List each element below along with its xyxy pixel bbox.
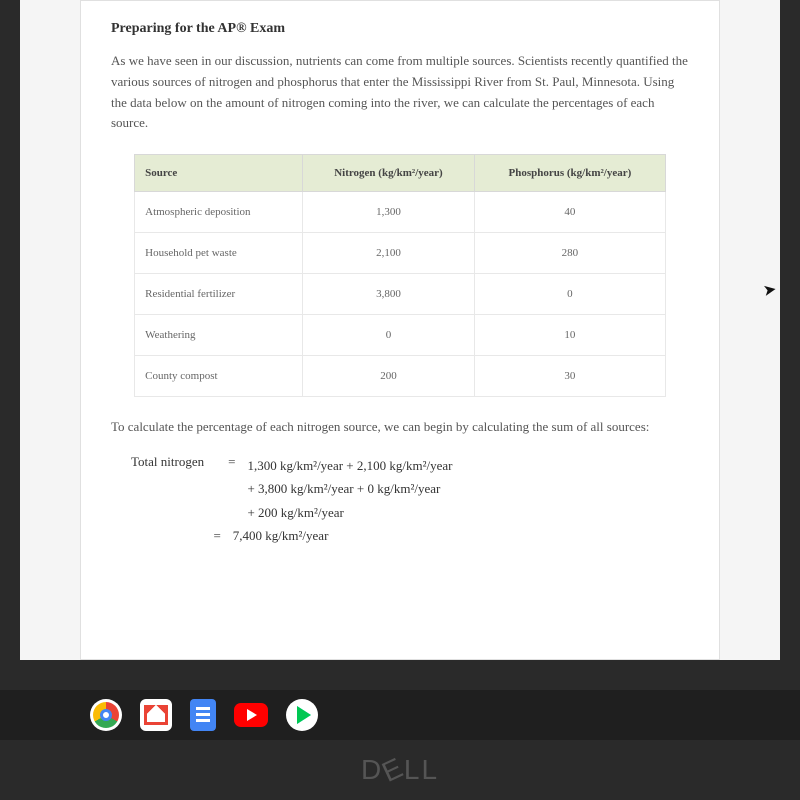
total-nitrogen-equation: Total nitrogen = 1,300 kg/km²/year + 2,1… [131,454,689,548]
table-row: Atmospheric deposition 1,300 40 [135,192,666,233]
cell-phosphorus: 40 [474,192,665,233]
equation-result: 7,400 kg/km²/year [233,524,329,547]
equals-sign: = [213,524,232,547]
equals-sign: = [216,454,247,470]
equation-body: 1,300 kg/km²/year + 2,100 kg/km²/year + … [247,454,452,548]
cell-source: County compost [135,356,303,397]
cell-source: Weathering [135,315,303,356]
gmail-icon[interactable] [140,699,172,731]
table-row: Residential fertilizer 3,800 0 [135,274,666,315]
equation-result-row: = 7,400 kg/km²/year [247,524,452,547]
play-store-icon[interactable] [286,699,318,731]
table-header-row: Source Nitrogen (kg/km²/year) Phosphorus… [135,155,666,192]
cell-phosphorus: 30 [474,356,665,397]
cell-phosphorus: 10 [474,315,665,356]
content-card: Preparing for the AP® Exam As we have se… [80,0,720,660]
equation-line: + 200 kg/km²/year [247,501,452,524]
youtube-icon[interactable] [234,703,268,727]
cell-source: Residential fertilizer [135,274,303,315]
cell-nitrogen: 1,300 [302,192,474,233]
cell-phosphorus: 280 [474,233,665,274]
equation-label: Total nitrogen [131,454,216,470]
cell-nitrogen: 2,100 [302,233,474,274]
cell-nitrogen: 200 [302,356,474,397]
col-nitrogen: Nitrogen (kg/km²/year) [302,155,474,192]
cell-phosphorus: 0 [474,274,665,315]
nutrient-table: Source Nitrogen (kg/km²/year) Phosphorus… [134,154,666,397]
table-row: County compost 200 30 [135,356,666,397]
cell-nitrogen: 3,800 [302,274,474,315]
calculation-intro: To calculate the percentage of each nitr… [111,417,689,438]
taskbar [0,690,800,740]
table-row: Household pet waste 2,100 280 [135,233,666,274]
equation-line: 1,300 kg/km²/year + 2,100 kg/km²/year [247,454,452,477]
col-phosphorus: Phosphorus (kg/km²/year) [474,155,665,192]
chrome-icon[interactable] [90,699,122,731]
page-container: Preparing for the AP® Exam As we have se… [20,0,780,660]
table-row: Weathering 0 10 [135,315,666,356]
cell-nitrogen: 0 [302,315,474,356]
cell-source: Household pet waste [135,233,303,274]
screen: Preparing for the AP® Exam As we have se… [0,0,800,800]
cell-source: Atmospheric deposition [135,192,303,233]
page-heading: Preparing for the AP® Exam [111,21,689,37]
col-source: Source [135,155,303,192]
intro-paragraph: As we have seen in our discussion, nutri… [111,51,689,134]
cursor-icon: ➤ [761,279,778,301]
dell-logo: DELL [361,754,439,786]
equation-line: + 3,800 kg/km²/year + 0 kg/km²/year [247,477,452,500]
docs-icon[interactable] [190,699,216,731]
